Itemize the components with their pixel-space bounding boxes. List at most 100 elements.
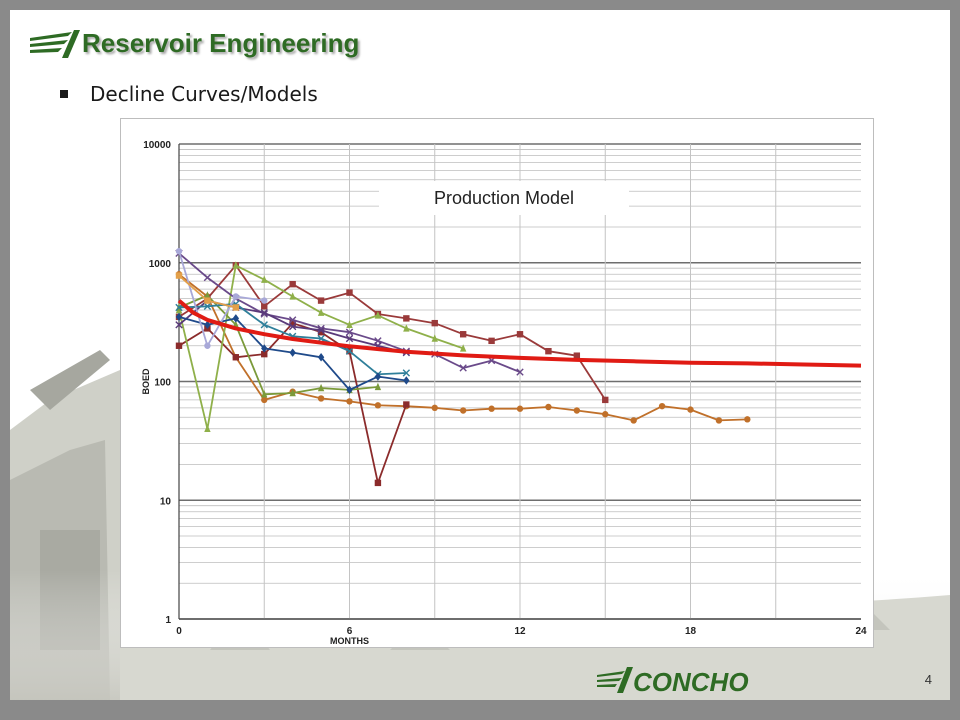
- data-point: [232, 314, 240, 323]
- data-point: [459, 331, 467, 338]
- data-point: [317, 297, 325, 304]
- data-point: [289, 319, 296, 327]
- data-point: [261, 344, 268, 353]
- data-point: [232, 304, 240, 311]
- data-point: [317, 326, 325, 334]
- y-tick-label: 10: [160, 496, 172, 507]
- y-tick-label: 1: [165, 615, 171, 626]
- data-point: [261, 390, 268, 398]
- data-point: [431, 319, 438, 327]
- x-axis-title: MONTHS: [330, 636, 369, 646]
- data-point: [289, 280, 296, 288]
- data-point: [346, 289, 353, 296]
- well-series-line: [178, 294, 378, 396]
- data-point: [232, 261, 240, 269]
- y-tick-label: 100: [154, 378, 171, 389]
- data-point: [175, 312, 183, 322]
- data-point: [346, 320, 353, 329]
- data-point: [232, 293, 240, 300]
- x-tick-label: 12: [514, 626, 526, 637]
- data-point: [545, 403, 552, 411]
- chart-svg: 1 10 100 1000 10000 0 6 12 18 24 MONTHS BOED: [141, 140, 867, 646]
- x-tick-label: 6: [347, 626, 353, 637]
- data-point: [175, 321, 183, 329]
- data-point: [602, 411, 609, 418]
- data-point: [204, 291, 211, 299]
- data-point: [261, 303, 268, 310]
- data-point: [232, 354, 240, 361]
- data-point: [459, 344, 467, 352]
- data-point: [744, 416, 751, 423]
- data-point: [402, 369, 411, 377]
- data-point: [630, 417, 637, 424]
- concho-footer-logo: CONCHO: [597, 667, 749, 697]
- bullet-text: Decline Curves/Models: [90, 82, 318, 106]
- concho-logo-icon: [30, 30, 80, 58]
- slide: Reservoir Engineering Decline Curves/Mod…: [10, 10, 950, 700]
- data-point: [317, 383, 325, 392]
- data-point: [288, 322, 297, 331]
- y-tick-label: 1000: [149, 259, 172, 270]
- bullet-square-icon: [60, 89, 68, 98]
- data-point: [261, 396, 268, 404]
- x-tick-label: 0: [176, 626, 182, 637]
- decline-curve-chart: 1 10 100 1000 10000 0 6 12 18 24 MONTHS BOED Produc…: [120, 118, 874, 648]
- data-point: [175, 342, 183, 349]
- data-point: [345, 347, 354, 355]
- data-point: [488, 405, 495, 412]
- data-point: [175, 303, 183, 312]
- data-point: [573, 407, 581, 414]
- data-point: [346, 398, 353, 405]
- data-point: [203, 302, 212, 310]
- data-point: [317, 353, 325, 362]
- well-series-line: [178, 264, 607, 401]
- data-point: [317, 395, 325, 402]
- data-point: [431, 334, 438, 342]
- data-point: [488, 337, 495, 345]
- data-point: [345, 334, 354, 343]
- data-point: [260, 308, 268, 317]
- data-point: [374, 382, 382, 391]
- data-point: [175, 248, 183, 255]
- footer-brand-text: CONCHO: [633, 667, 749, 697]
- bullet-item: Decline Curves/Models: [60, 82, 318, 106]
- data-point: [403, 401, 410, 408]
- page-title: Reservoir Engineering: [82, 28, 360, 58]
- data-point: [403, 376, 410, 385]
- data-point: [459, 407, 467, 414]
- data-point: [346, 385, 353, 395]
- data-point: [573, 352, 581, 359]
- data-point: [289, 348, 296, 357]
- well-series-line: [178, 264, 464, 430]
- data-point: [374, 372, 382, 381]
- data-point: [289, 292, 296, 300]
- data-point: [261, 275, 268, 283]
- data-point: [175, 272, 183, 279]
- data-point: [516, 368, 524, 376]
- data-point: [545, 347, 552, 355]
- data-point: [204, 424, 211, 432]
- data-point: [516, 405, 524, 412]
- data-point: [403, 324, 410, 332]
- data-point: [715, 417, 723, 424]
- data-point: [374, 311, 382, 319]
- data-point: [374, 402, 382, 409]
- data-point: [289, 388, 296, 397]
- x-tick-label: 24: [855, 626, 867, 637]
- chart-annotation: Production Model: [379, 181, 629, 215]
- y-axis-title: BOED: [141, 368, 151, 395]
- data-point: [261, 350, 268, 358]
- data-point: [317, 308, 325, 316]
- data-point: [345, 328, 354, 336]
- data-point: [431, 404, 438, 412]
- data-point: [204, 320, 211, 330]
- well-series-line: [178, 250, 265, 347]
- data-point: [459, 364, 467, 372]
- page-number: 4: [924, 672, 932, 687]
- data-point: [288, 316, 297, 324]
- x-tick-label: 18: [685, 626, 697, 637]
- data-point: [260, 321, 268, 329]
- y-tick-label: 10000: [143, 140, 171, 151]
- data-point: [658, 402, 666, 410]
- data-point: [403, 315, 410, 322]
